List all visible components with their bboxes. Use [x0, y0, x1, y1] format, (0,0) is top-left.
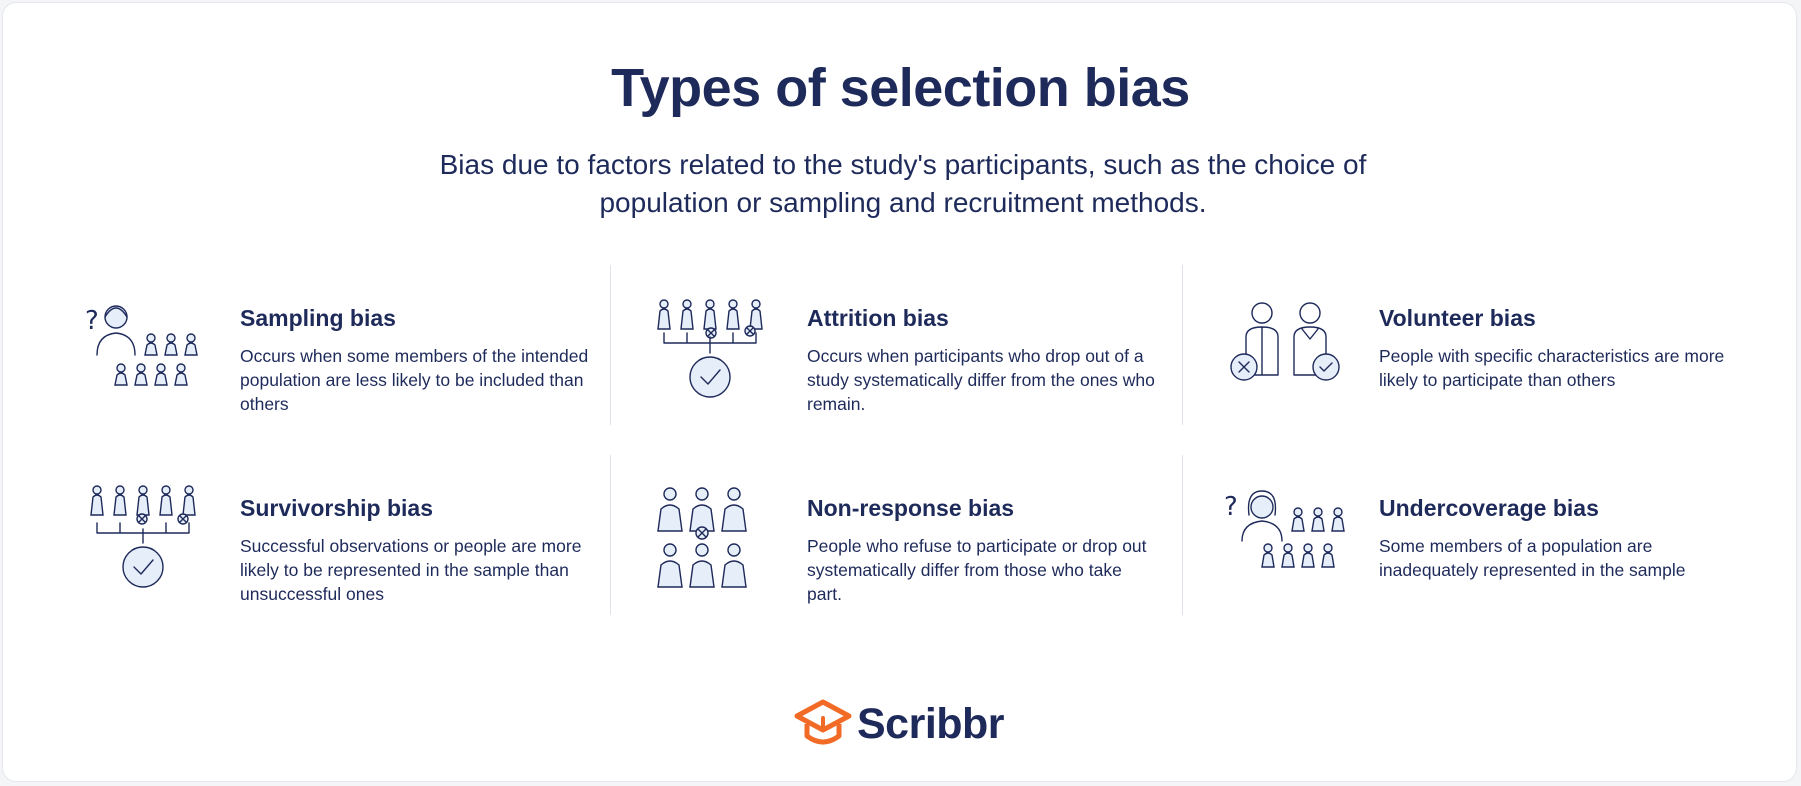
bias-card-undercoverage: ? Undercoverage bias Some members of a p… — [1212, 455, 1752, 615]
bias-description: Occurs when some members of the intended… — [240, 346, 589, 414]
non-response-people-icon — [657, 487, 747, 588]
graduation-cap-logo-icon — [794, 699, 852, 745]
divider — [1182, 265, 1183, 425]
bias-description: People with specific characteristics are… — [1379, 346, 1725, 390]
attrition-funnel-icon — [657, 299, 763, 398]
bias-description: Occurs when participants who drop out of… — [807, 346, 1155, 414]
scribbr-logo: Scribbr — [793, 696, 1033, 748]
bias-description: People who refuse to participate or drop… — [807, 536, 1147, 604]
divider — [1182, 455, 1183, 615]
bias-card-attrition: Attrition bias Occurs when participants … — [640, 265, 1180, 425]
bias-heading: Attrition bias — [807, 305, 949, 331]
svg-text:?: ? — [1224, 492, 1238, 522]
divider — [610, 265, 611, 425]
bias-card-sampling: ? Sampling bias Occurs when some members — [73, 265, 613, 425]
bias-heading: Survivorship bias — [240, 495, 434, 521]
bias-description: Successful observations or people are mo… — [240, 536, 582, 604]
svg-text:?: ? — [85, 306, 99, 336]
bias-heading: Volunteer bias — [1379, 305, 1536, 331]
survivorship-funnel-icon — [90, 485, 196, 588]
page-title: Types of selection bias — [611, 58, 1190, 118]
divider — [610, 455, 611, 615]
bias-card-volunteer: Volunteer bias People with specific char… — [1212, 265, 1752, 425]
bias-heading: Undercoverage bias — [1379, 495, 1599, 521]
volunteer-people-icon — [1230, 302, 1340, 381]
bias-heading: Sampling bias — [240, 305, 396, 331]
sampling-people-icon: ? — [85, 305, 198, 386]
bias-description: Some members of a population are inadequ… — [1379, 536, 1686, 580]
bias-card-non-response: Non-response bias People who refuse to p… — [640, 455, 1180, 615]
bias-grid: ? Sampling bias Occurs when some members — [73, 265, 1733, 619]
page-subtitle: Bias due to factors related to the study… — [439, 149, 1367, 218]
undercoverage-people-icon: ? — [1224, 490, 1345, 568]
bias-card-survivorship: Survivorship bias Successful observation… — [73, 455, 613, 615]
brand-name: Scribbr — [857, 700, 1005, 748]
bias-heading: Non-response bias — [807, 495, 1015, 521]
